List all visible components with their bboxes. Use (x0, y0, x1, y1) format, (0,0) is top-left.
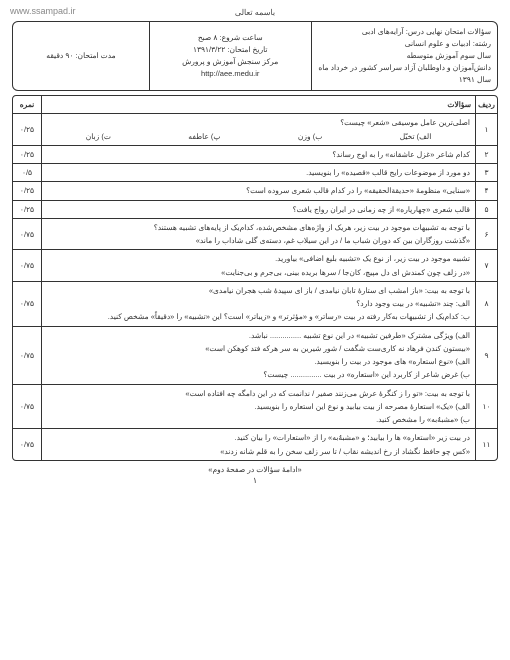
watermark-url: www.ssampad.ir (10, 6, 76, 16)
question-number: ۲ (475, 146, 497, 163)
question-text: با توجه به بیت: «باز امشب ای ستارهٔ تابا… (41, 282, 475, 326)
question-number: ۱ (475, 114, 497, 145)
question-sub: الف) «نوع استعاره» های موجود در بیت را ب… (47, 356, 470, 367)
header-grade: سال سوم آموزش متوسطه (318, 50, 491, 62)
page-number: ۱ (12, 476, 498, 485)
header-field: رشته: ادبیات و علوم انسانی (318, 38, 491, 50)
question-score: ۰/۷۵ (13, 327, 41, 384)
question-score: ۰/۲۵ (13, 201, 41, 218)
questions-table: ردیف سؤالات نمره ۱اصلی‌ترین عامل موسیقی … (12, 95, 498, 461)
question-main: الف) ویژگی مشترک «طرفین تشبیه» در این نو… (47, 330, 470, 341)
header-url: http://aee.medu.ir (156, 68, 305, 80)
header-scope: دانش‌آموزان و داوطلبان آزاد سراسر کشور د… (318, 62, 491, 86)
exam-header: سؤالات امتحان نهایی درس: آرایه‌های ادبی … (12, 21, 498, 91)
question-text: با توجه به تشبیهات موجود در بیت زیر، هری… (41, 219, 475, 250)
header-start-time: ساعت شروع: ۸ صبح (156, 32, 305, 44)
question-score: ۰/۷۵ (13, 429, 41, 460)
question-text: قالب شعری «چهارپاره» از چه زمانی در ایرا… (41, 201, 475, 218)
header-subject: سؤالات امتحان نهایی درس: آرایه‌های ادبی (318, 26, 491, 38)
question-score: ۰/۲۵ (13, 114, 41, 145)
question-score: ۰/۷۵ (13, 219, 41, 250)
question-row: ۱ اصلی‌ترین عامل موسیقی «شعر» چیست؟ الف) ت… (13, 114, 497, 146)
question-sub: الف: چند «تشبیه» در بیت وجود دارد؟ (47, 298, 470, 309)
question-main: قالب شعری «چهارپاره» از چه زمانی در ایرا… (47, 204, 470, 215)
question-text: با توجه به بیت: «تو را ز کنگرهٔ عرش می‌ز… (41, 385, 475, 429)
question-row: ۲ کدام شاعر «غزل عاشقانه» را به اوج رساند… (13, 146, 497, 164)
question-main: با توجه به بیت: «تو را ز کنگرهٔ عرش می‌ز… (47, 388, 470, 399)
question-sub: «بیستون کندن فرهاد نه کاری‌ست شگفت / شور… (47, 343, 470, 354)
question-row: ۸ با توجه به بیت: «باز امشب ای ستارهٔ تاب… (13, 282, 497, 327)
question-score: ۰/۷۵ (13, 282, 41, 326)
question-text: کدام شاعر «غزل عاشقانه» را به اوج رساند؟ (41, 146, 475, 163)
question-options: الف) تخیّل ب) وزن پ) عاطفه ت) زبان (47, 131, 470, 142)
question-row: ۴ «سنایی» منظومهٔ «حدیقة‌الحقیقه» را در ک… (13, 182, 497, 200)
question-number: ۵ (475, 201, 497, 218)
header-duration: مدت امتحان: ۹۰ دقیقه (19, 50, 143, 62)
bismillah: باسمه تعالی (12, 8, 498, 17)
question-row: ۱۰ با توجه به بیت: «تو را ز کنگرهٔ عرش می… (13, 385, 497, 430)
col-num: ردیف (475, 96, 497, 113)
header-date: تاریخ امتحان: ۱۳۹۱/۳/۲۲ (156, 44, 305, 56)
footer-note: «ادامهٔ سؤالات در صفحهٔ دوم» (12, 465, 498, 474)
question-text: تشبیه موجود در بیت زیر، از نوع یک «تشبیه… (41, 250, 475, 281)
question-row: ۵ قالب شعری «چهارپاره» از چه زمانی در ایر… (13, 201, 497, 219)
question-main: در بیت زیر «استعاره» ها را بیابید؛ و «مش… (47, 432, 470, 443)
question-number: ۳ (475, 164, 497, 181)
question-sub: الف) «یک» استعارهٔ مصرحه از بیت بیابید و… (47, 401, 470, 412)
question-row: ۳ دو مورد از موضوعات رایج قالب «قصیده» را… (13, 164, 497, 182)
question-number: ۹ (475, 327, 497, 384)
question-number: ۸ (475, 282, 497, 326)
question-number: ۶ (475, 219, 497, 250)
question-row: ۷ تشبیه موجود در بیت زیر، از نوع یک «تشبی… (13, 250, 497, 282)
col-score: نمره (13, 96, 41, 113)
question-sub: «گذشت روزگاران بین که دوران شباب ما / در… (47, 235, 470, 246)
question-main: با توجه به بیت: «باز امشب ای ستارهٔ تابا… (47, 285, 470, 296)
option: ب) وزن (298, 131, 322, 142)
question-row: ۶ با توجه به تشبیهات موجود در بیت زیر، هر… (13, 219, 497, 251)
question-main: کدام شاعر «غزل عاشقانه» را به اوج رساند؟ (47, 149, 470, 160)
question-main: تشبیه موجود در بیت زیر، از نوع یک «تشبیه… (47, 253, 470, 264)
question-sub: ب) غرض شاعر از کاربرد این «استعاره» در ب… (47, 369, 470, 380)
question-text: دو مورد از موضوعات رایج قالب «قصیده» را … (41, 164, 475, 181)
col-text: سؤالات (41, 96, 475, 113)
question-main: با توجه به تشبیهات موجود در بیت زیر، هری… (47, 222, 470, 233)
header-org: مرکز سنجش آموزش و پرورش (156, 56, 305, 68)
header-right: سؤالات امتحان نهایی درس: آرایه‌های ادبی … (311, 22, 497, 90)
question-row: ۹ الف) ویژگی مشترک «طرفین تشبیه» در این ن… (13, 327, 497, 385)
option: الف) تخیّل (400, 131, 432, 142)
question-sub: «کس چو حافظ نگشاد از رخ اندیشه نقاب / تا… (47, 446, 470, 457)
question-sub: ب: کدام‌یک از تشبیهات به‌کار رفته در بیت… (47, 311, 470, 322)
question-main: «سنایی» منظومهٔ «حدیقة‌الحقیقه» را در کد… (47, 185, 470, 196)
question-text: الف) ویژگی مشترک «طرفین تشبیه» در این نو… (41, 327, 475, 384)
question-text: اصلی‌ترین عامل موسیقی «شعر» چیست؟ الف) تخ… (41, 114, 475, 145)
question-text: در بیت زیر «استعاره» ها را بیابید؛ و «مش… (41, 429, 475, 460)
question-score: ۰/۲۵ (13, 146, 41, 163)
header-left: مدت امتحان: ۹۰ دقیقه (13, 22, 149, 90)
question-number: ۴ (475, 182, 497, 199)
question-score: ۰/۲۵ (13, 182, 41, 199)
question-main: اصلی‌ترین عامل موسیقی «شعر» چیست؟ (47, 117, 470, 128)
question-row: ۱۱ در بیت زیر «استعاره» ها را بیابید؛ و «… (13, 429, 497, 460)
header-mid: ساعت شروع: ۸ صبح تاریخ امتحان: ۱۳۹۱/۳/۲۲… (149, 22, 311, 90)
question-number: ۱۰ (475, 385, 497, 429)
question-score: ۰/۷۵ (13, 250, 41, 281)
option: پ) عاطفه (188, 131, 220, 142)
question-sub: ب) «مشبهٌ‌به» را مشخص کنید. (47, 414, 470, 425)
question-score: ۰/۵ (13, 164, 41, 181)
option: ت) زبان (86, 131, 111, 142)
table-head: ردیف سؤالات نمره (13, 96, 497, 114)
question-sub: «در زلف چون کمندش ای دل مپیچ، کان‌جا / س… (47, 267, 470, 278)
question-main: دو مورد از موضوعات رایج قالب «قصیده» را … (47, 167, 470, 178)
question-number: ۷ (475, 250, 497, 281)
question-text: «سنایی» منظومهٔ «حدیقة‌الحقیقه» را در کد… (41, 182, 475, 199)
question-score: ۰/۷۵ (13, 385, 41, 429)
question-number: ۱۱ (475, 429, 497, 460)
